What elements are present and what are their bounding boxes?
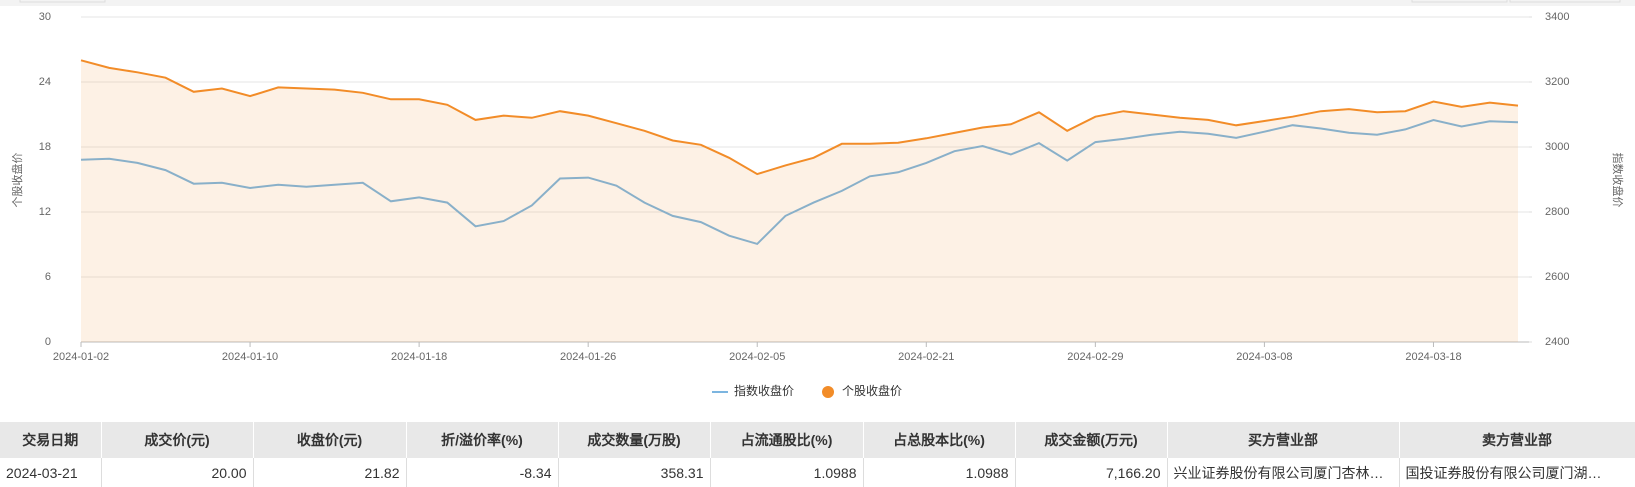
legend-label: 个股收盘价 xyxy=(842,383,902,398)
table-cell: 7,166.20 xyxy=(1015,458,1168,487)
header-cell: 交易日期 xyxy=(0,422,102,458)
table-cell: 20.00 xyxy=(101,458,254,487)
table-cell: 兴业证券股份有限公司厦门杏林… xyxy=(1167,458,1400,487)
x-tick-label: 2024-03-18 xyxy=(1405,351,1461,363)
y2-tick-label: 3000 xyxy=(1545,141,1569,153)
series-line xyxy=(80,59,1519,176)
y-tick-label: 12 xyxy=(39,206,51,218)
x-tick-label: 2024-02-29 xyxy=(1067,351,1123,363)
x-tick-label: 2024-01-10 xyxy=(222,351,278,363)
x-tick-label: 2024-02-05 xyxy=(729,351,785,363)
x-tick-label: 2024-01-02 xyxy=(53,351,109,363)
y-tick-label: 0 xyxy=(45,336,51,348)
table-cell: 1.0988 xyxy=(863,458,1016,487)
header-row: 交易日期 成交价(元) 收盘价(元) 折/溢价率(%) 成交数量(万股) 占流通股比(%)… xyxy=(0,422,1635,458)
y-axis-title: 个股收盘价 xyxy=(10,153,24,208)
x-tick-label: 2024-01-26 xyxy=(560,351,616,363)
y2-tick-label: 2800 xyxy=(1545,206,1569,218)
x-tick-label: 2024-01-18 xyxy=(391,351,447,363)
chart: 个股收盘价 指数收盘价 0 6 12 18 24 30 2400 2600 2800 3000 32… xyxy=(0,0,1635,398)
header-cell: 折/溢价率(%) xyxy=(406,422,559,458)
header-cell: 成交数量(万股) xyxy=(558,422,711,458)
y-tick-label: 6 xyxy=(45,271,51,283)
header-cell: 占总股本比(%) xyxy=(863,422,1016,458)
legend-item[interactable]: 指数收盘价 xyxy=(712,383,794,398)
y2-tick-label: 3400 xyxy=(1545,11,1569,23)
y2-axis-title: 指数收盘价 xyxy=(1611,153,1625,208)
y2-tick-label: 2400 xyxy=(1545,336,1569,348)
y-tick-label: 18 xyxy=(39,141,51,153)
header-cell: 占流通股比(%) xyxy=(710,422,864,458)
top-button[interactable] xyxy=(1411,0,1508,3)
y-tick-label: 24 xyxy=(39,76,51,88)
y-tick-label: 30 xyxy=(39,11,51,23)
x-tick-label: 2024-03-08 xyxy=(1236,351,1292,363)
area xyxy=(81,60,1518,343)
legend-item[interactable]: 个股收盘价 xyxy=(822,383,902,398)
header-cell: 成交价(元) xyxy=(101,422,254,458)
header-cell: 卖方营业部 xyxy=(1399,422,1635,458)
header-cell: 买方营业部 xyxy=(1167,422,1400,458)
table-cell: 1.0988 xyxy=(710,458,864,487)
table-cell: 21.82 xyxy=(253,458,407,487)
header-cell: 成交金额(万元) xyxy=(1015,422,1168,458)
y2-tick-label: 3200 xyxy=(1545,76,1569,88)
legend-label: 指数收盘价 xyxy=(734,383,794,398)
table-row: 2024-03-21 20.00 21.82 -8.34 358.31 1.0988 1.0… xyxy=(0,458,1635,487)
legend-symbol xyxy=(822,386,835,398)
table-cell: 358.31 xyxy=(558,458,711,487)
table-cell: 2024-03-21 xyxy=(0,458,102,487)
table-cell: -8.34 xyxy=(406,458,559,487)
trade-table: 交易日期 成交价(元) 收盘价(元) 折/溢价率(%) 成交数量(万股) 占流通股比(%)… xyxy=(0,422,1635,487)
top-button[interactable] xyxy=(19,0,106,3)
header-cell: 收盘价(元) xyxy=(253,422,407,458)
series-line xyxy=(80,118,1519,246)
x-tick-label: 2024-02-21 xyxy=(898,351,954,363)
y2-tick-label: 2600 xyxy=(1545,271,1569,283)
top-button[interactable] xyxy=(1509,0,1621,3)
top-strip xyxy=(0,0,1635,6)
table-cell: 国投证券股份有限公司厦门湖… xyxy=(1399,458,1635,487)
